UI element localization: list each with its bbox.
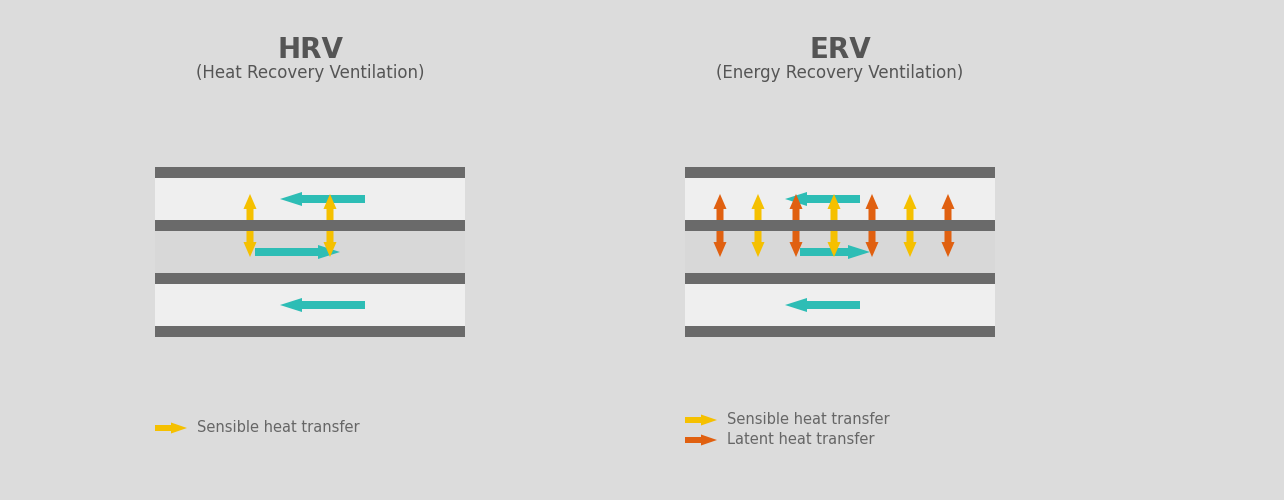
FancyArrow shape (941, 194, 954, 220)
FancyArrow shape (256, 245, 340, 259)
FancyArrow shape (904, 194, 917, 220)
Bar (155, 284, 465, 326)
FancyArrow shape (790, 194, 802, 220)
Text: ERV: ERV (809, 36, 871, 64)
FancyArrow shape (155, 422, 187, 434)
Bar (684, 273, 995, 284)
FancyArrow shape (684, 434, 716, 446)
Bar (684, 167, 995, 178)
FancyArrow shape (785, 192, 860, 206)
FancyArrow shape (324, 231, 336, 257)
Bar (155, 273, 465, 284)
Bar (155, 167, 465, 178)
Bar (155, 326, 465, 337)
FancyArrow shape (800, 245, 871, 259)
Bar (684, 220, 995, 231)
Bar (684, 326, 995, 337)
Bar (155, 231, 465, 273)
Text: Latent heat transfer: Latent heat transfer (727, 432, 874, 448)
FancyArrow shape (751, 194, 764, 220)
Text: (Energy Recovery Ventilation): (Energy Recovery Ventilation) (716, 64, 963, 82)
FancyArrow shape (827, 194, 841, 220)
FancyArrow shape (865, 194, 878, 220)
FancyArrow shape (280, 298, 365, 312)
Bar (155, 178, 465, 220)
Bar (155, 167, 465, 337)
Bar (684, 231, 995, 273)
Bar (684, 178, 995, 220)
FancyArrow shape (904, 231, 917, 257)
FancyArrow shape (751, 231, 764, 257)
FancyArrow shape (684, 414, 716, 426)
Text: Sensible heat transfer: Sensible heat transfer (196, 420, 360, 436)
FancyArrow shape (280, 192, 365, 206)
FancyArrow shape (827, 231, 841, 257)
Bar (155, 220, 465, 231)
FancyArrow shape (790, 231, 802, 257)
Bar (684, 284, 995, 326)
FancyArrow shape (865, 231, 878, 257)
Text: Sensible heat transfer: Sensible heat transfer (727, 412, 890, 428)
FancyArrow shape (324, 194, 336, 220)
Text: HRV: HRV (277, 36, 343, 64)
FancyArrow shape (244, 194, 257, 220)
Text: (Heat Recovery Ventilation): (Heat Recovery Ventilation) (195, 64, 424, 82)
FancyArrow shape (714, 231, 727, 257)
FancyArrow shape (941, 231, 954, 257)
Bar (684, 167, 995, 337)
FancyArrow shape (714, 194, 727, 220)
FancyArrow shape (785, 298, 860, 312)
FancyArrow shape (244, 231, 257, 257)
